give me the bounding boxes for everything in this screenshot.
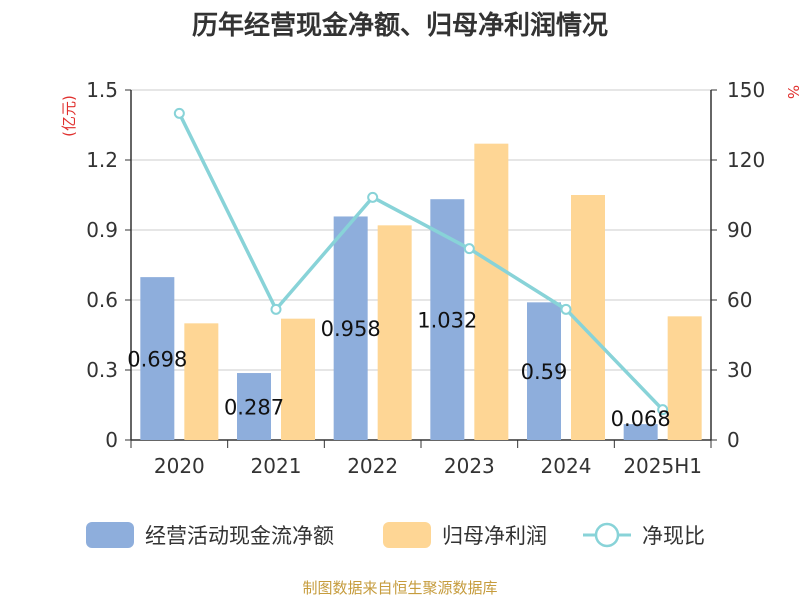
right-tick-label: 0 xyxy=(727,428,740,452)
legend-swatch-profit xyxy=(383,522,431,548)
ratio-point[interactable] xyxy=(560,303,572,315)
legend: 经营活动现金流净额 归母净利润 净现比 xyxy=(86,522,705,548)
ratio-series-line xyxy=(177,112,664,411)
bar-profit[interactable] xyxy=(667,316,702,440)
legend-swatch-cashflow xyxy=(86,522,134,548)
data-label-cashflow: 0.958 xyxy=(321,317,381,341)
bar-profit[interactable] xyxy=(377,225,412,440)
legend-item-profit[interactable]: 归母净利润 xyxy=(383,522,547,548)
left-tick-label: 0 xyxy=(105,428,118,452)
bar-profit[interactable] xyxy=(474,143,509,440)
bar-profit[interactable] xyxy=(281,318,315,440)
bar-cashflow[interactable] xyxy=(430,199,465,440)
data-label-cashflow: 0.698 xyxy=(127,348,187,372)
source-note: 制图数据来自恒生聚源数据库 xyxy=(302,579,497,597)
left-tick-label: 1.5 xyxy=(86,78,118,102)
left-tick-label: 0.3 xyxy=(86,358,118,382)
right-tick-label: 90 xyxy=(727,218,752,242)
left-tick-label: 0.6 xyxy=(86,288,118,312)
bar-cashflow[interactable] xyxy=(333,216,368,440)
bar-profit[interactable] xyxy=(184,323,219,440)
data-label-cashflow: 0.068 xyxy=(611,407,671,431)
bars xyxy=(140,143,702,440)
data-labels: 0.698 0.287 0.958 1.032 0.59 0.068 xyxy=(127,309,670,431)
right-tick-label: 150 xyxy=(727,78,765,102)
x-tick-label: 2022 xyxy=(347,454,398,478)
ratio-point[interactable] xyxy=(270,303,282,315)
axes: 1.5 1.2 0.9 0.6 0.3 0 150 120 90 60 30 0 2020 2021 202… xyxy=(86,78,765,478)
x-tick-label: 2024 xyxy=(541,454,592,478)
bar-cashflow[interactable] xyxy=(527,302,561,440)
chart-title: 历年经营现金净额、归母净利润情况 xyxy=(192,10,608,41)
right-tick-label: 30 xyxy=(727,358,752,382)
legend-label-cashflow: 经营活动现金流净额 xyxy=(145,524,334,548)
right-tick-label: 120 xyxy=(727,148,765,172)
data-label-cashflow: 0.59 xyxy=(521,360,568,384)
ratio-point[interactable] xyxy=(367,191,379,203)
x-tick-label: 2021 xyxy=(251,454,302,478)
ratio-point[interactable] xyxy=(463,243,475,255)
bar-profit[interactable] xyxy=(571,195,605,440)
bar-cashflow[interactable] xyxy=(140,277,175,440)
legend-label-profit: 归母净利润 xyxy=(442,524,547,548)
bar-cashflow[interactable] xyxy=(237,373,271,440)
ratio-point[interactable] xyxy=(173,107,185,119)
x-tick-label: 2020 xyxy=(154,454,205,478)
legend-item-cashflow[interactable]: 经营活动现金流净额 xyxy=(86,522,334,548)
x-tick-label: 2023 xyxy=(444,454,495,478)
data-label-cashflow: 1.032 xyxy=(417,309,477,333)
legend-marker-ratio xyxy=(594,522,620,548)
right-tick-label: 60 xyxy=(727,288,752,312)
x-tick-label: 2025H1 xyxy=(623,454,702,478)
left-tick-label: 0.9 xyxy=(86,218,118,242)
data-label-cashflow: 0.287 xyxy=(224,396,284,420)
right-axis-unit: % xyxy=(784,85,800,99)
ratio-point[interactable] xyxy=(657,404,669,416)
gridlines xyxy=(131,89,711,371)
left-axis-unit: (亿元) xyxy=(60,95,78,137)
bar-cashflow[interactable] xyxy=(623,424,658,440)
legend-item-ratio[interactable]: 净现比 xyxy=(583,522,705,548)
left-tick-label: 1.2 xyxy=(86,148,118,172)
legend-label-ratio: 净现比 xyxy=(642,524,705,548)
ratio-line xyxy=(173,107,669,416)
